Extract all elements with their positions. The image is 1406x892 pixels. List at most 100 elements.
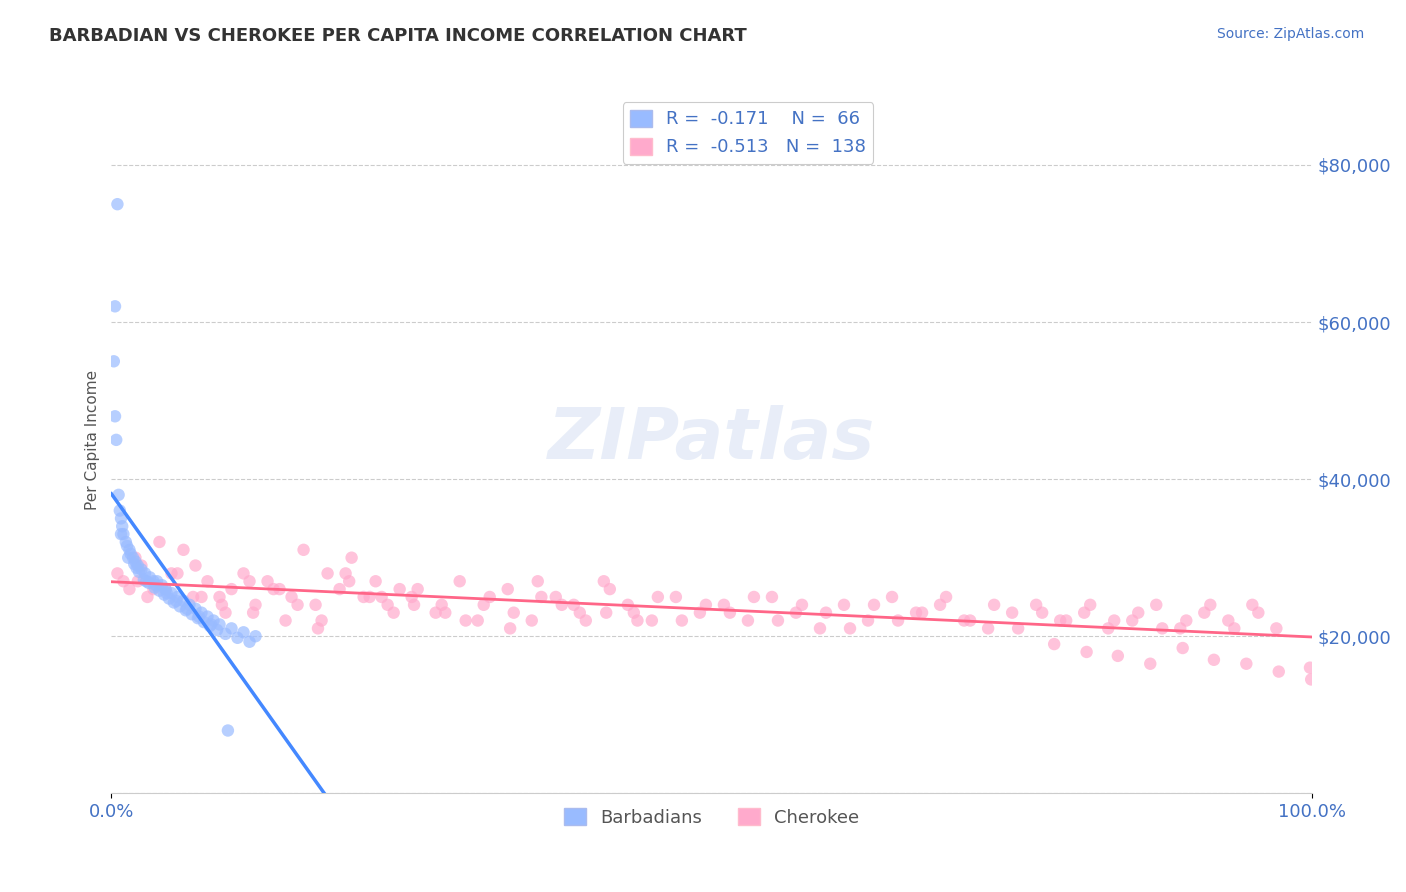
Point [221, 621, 243, 635]
Point [718, 606, 741, 620]
Point [402, 598, 425, 612]
Point [1139, 657, 1161, 671]
Point [153, 588, 176, 602]
Point [131, 562, 153, 576]
Point [814, 606, 837, 620]
Point [1121, 614, 1143, 628]
Point [311, 614, 333, 628]
Point [245, 629, 267, 643]
Text: ZIPatlas: ZIPatlas [548, 405, 876, 475]
Point [959, 614, 981, 628]
Point [124, 555, 146, 569]
Text: Source: ZipAtlas.com: Source: ZipAtlas.com [1216, 27, 1364, 41]
Point [166, 590, 188, 604]
Point [165, 594, 187, 608]
Point [205, 623, 228, 637]
Point [1265, 621, 1288, 635]
Point [134, 566, 156, 581]
Point [880, 590, 903, 604]
Point [1031, 606, 1053, 620]
Point [575, 614, 598, 628]
Point [122, 557, 145, 571]
Point [172, 542, 194, 557]
Point [232, 625, 254, 640]
Point [1194, 606, 1216, 620]
Point [142, 582, 165, 596]
Point [174, 603, 197, 617]
Point [502, 606, 524, 620]
Point [221, 582, 243, 596]
Point [148, 535, 170, 549]
Point [592, 574, 614, 589]
Point [202, 614, 225, 628]
Point [124, 550, 146, 565]
Point [359, 590, 381, 604]
Point [1202, 653, 1225, 667]
Point [425, 606, 447, 620]
Point [863, 598, 886, 612]
Point [148, 583, 170, 598]
Point [135, 574, 157, 589]
Point [193, 615, 215, 629]
Point [304, 598, 326, 612]
Point [1234, 657, 1257, 671]
Point [263, 582, 285, 596]
Point [242, 606, 264, 620]
Point [232, 566, 254, 581]
Point [329, 582, 352, 596]
Point [856, 614, 879, 628]
Point [544, 590, 567, 604]
Point [641, 614, 664, 628]
Point [179, 598, 201, 612]
Point [307, 621, 329, 635]
Point [118, 582, 141, 596]
Point [647, 590, 669, 604]
Point [496, 582, 519, 596]
Point [190, 590, 212, 604]
Point [449, 574, 471, 589]
Point [184, 601, 207, 615]
Point [172, 594, 194, 608]
Point [1247, 606, 1270, 620]
Point [370, 590, 392, 604]
Point [983, 598, 1005, 612]
Point [208, 617, 231, 632]
Point [1078, 598, 1101, 612]
Point [226, 631, 249, 645]
Point [530, 590, 553, 604]
Point [238, 634, 260, 648]
Point [1054, 614, 1077, 628]
Point [197, 609, 219, 624]
Point [169, 599, 191, 614]
Point [562, 598, 585, 612]
Point [1102, 614, 1125, 628]
Point [187, 611, 209, 625]
Point [1001, 606, 1024, 620]
Point [1152, 621, 1174, 635]
Point [114, 535, 136, 549]
Point [1299, 661, 1322, 675]
Point [766, 614, 789, 628]
Point [1073, 606, 1095, 620]
Point [790, 598, 813, 612]
Point [1218, 614, 1240, 628]
Point [478, 590, 501, 604]
Point [120, 547, 142, 561]
Point [388, 582, 411, 596]
Point [467, 614, 489, 628]
Point [713, 598, 735, 612]
Point [737, 614, 759, 628]
Point [832, 598, 855, 612]
Point [1043, 637, 1066, 651]
Point [292, 542, 315, 557]
Point [112, 574, 135, 589]
Point [197, 574, 219, 589]
Point [785, 606, 807, 620]
Point [188, 609, 211, 624]
Point [143, 581, 166, 595]
Point [280, 590, 302, 604]
Point [953, 614, 976, 628]
Point [118, 542, 141, 557]
Point [104, 299, 127, 313]
Point [105, 433, 128, 447]
